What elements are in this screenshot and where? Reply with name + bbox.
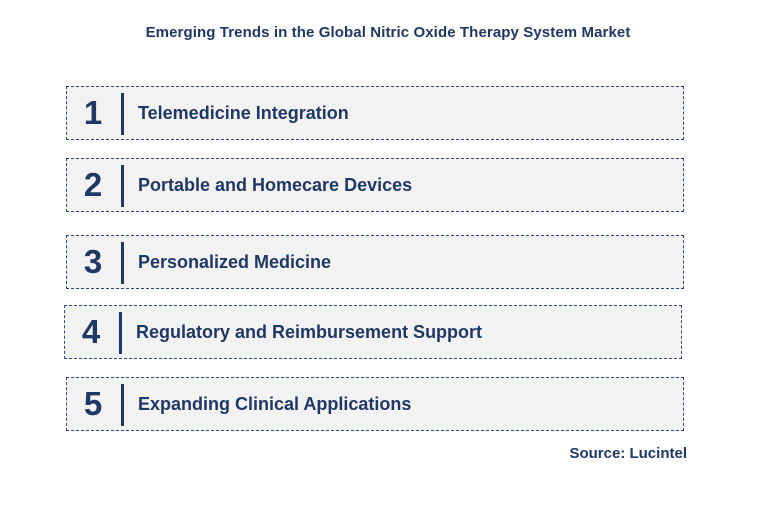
trend-number: 1 — [83, 94, 103, 131]
trend-number: 4 — [81, 313, 101, 350]
trend-label: Personalized Medicine — [138, 251, 332, 272]
divider — [121, 93, 124, 135]
trend-label: Regulatory and Reimbursement Support — [136, 321, 483, 342]
divider — [121, 242, 124, 284]
divider — [121, 165, 124, 207]
trend-item-4: 4 Regulatory and Reimbursement Support — [64, 305, 682, 359]
trend-number: 2 — [83, 166, 103, 203]
trend-item-5: 5 Expanding Clinical Applications — [66, 377, 684, 431]
trend-item-1: 1 Telemedicine Integration — [66, 86, 684, 140]
trend-label: Portable and Homecare Devices — [138, 174, 413, 195]
divider — [121, 384, 124, 426]
trend-label: Expanding Clinical Applications — [138, 393, 412, 414]
trend-item-3: 3 Personalized Medicine — [66, 235, 684, 289]
source-label: Source: Lucintel — [569, 445, 687, 462]
trend-number: 3 — [83, 243, 103, 280]
trend-label: Telemedicine Integration — [138, 102, 349, 123]
page-title: Emerging Trends in the Global Nitric Oxi… — [145, 24, 631, 41]
divider — [119, 312, 122, 354]
trend-item-2: 2 Portable and Homecare Devices — [66, 158, 684, 212]
trend-number: 5 — [83, 385, 103, 422]
